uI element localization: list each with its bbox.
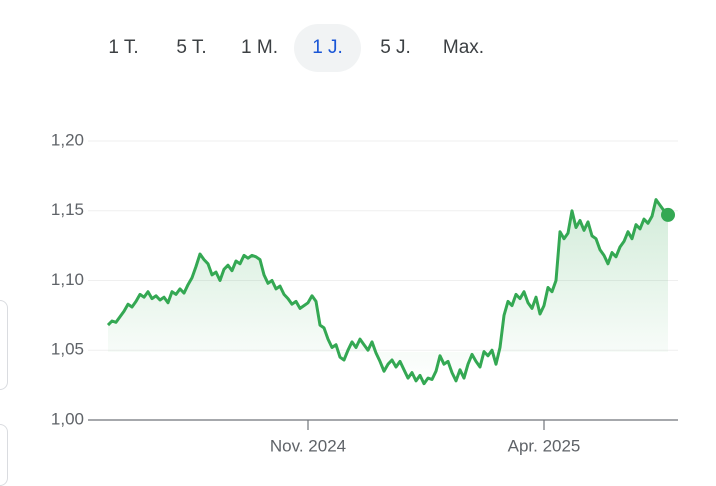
line	[106, 198, 670, 386]
y-tick-label: 1,05	[51, 340, 84, 359]
x-tick-label: Nov. 2024	[270, 436, 346, 455]
page: 1 T. 5 T. 1 M. 1 J. 5 J. Max. 1,00 1,05 1,10 1,1…	[0, 24, 678, 486]
y-tick-label: 1,10	[51, 270, 84, 289]
range-tab[interactable]: 1 J.	[294, 24, 361, 72]
range-tabs: 1 T. 5 T. 1 M. 1 J. 5 J. Max.	[90, 24, 498, 72]
x-tick-label: Apr. 2025	[508, 436, 581, 455]
range-tab[interactable]: 1 M.	[241, 37, 278, 58]
range-tab[interactable]: 5 T.	[176, 37, 207, 58]
y-tick-label: 1,15	[51, 200, 84, 219]
chart: 1,00 1,05 1,10 1,15 1,20 Nov. 2024 Apr. 2025	[51, 130, 678, 455]
area	[108, 199, 668, 384]
range-tab[interactable]: Max.	[442, 37, 485, 58]
y-tick-label: 1,00	[51, 409, 84, 428]
range-tab[interactable]: 5 J.	[380, 37, 411, 58]
end-dot	[661, 207, 675, 222]
y-tick-label: 1,20	[51, 130, 84, 149]
range-tab[interactable]: 1 T.	[108, 37, 139, 58]
